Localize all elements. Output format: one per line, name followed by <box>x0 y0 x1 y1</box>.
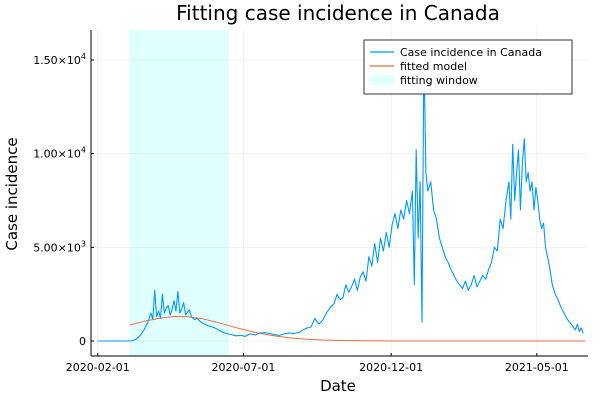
y-tick-label: 1.50×104 <box>33 52 86 67</box>
y-tick-label: 0 <box>79 335 86 348</box>
legend-case-incidence-label: Case incidence in Canada <box>400 46 542 59</box>
y-axis-label: Case incidence <box>3 137 21 250</box>
x-axis-label: Date <box>320 377 356 395</box>
x-tick-label: 2020-02-01 <box>66 361 130 374</box>
x-tick-label: 2020-07-01 <box>212 361 276 374</box>
legend-fitted-model-label: fitted model <box>400 60 467 73</box>
x-tick-label: 2021-05-01 <box>505 361 569 374</box>
series-line-case-incidence <box>97 50 584 342</box>
legend-fitting-window-label: fitting window <box>400 74 478 87</box>
series-line-fitted-model <box>129 316 586 342</box>
y-tick-label: 1.00×104 <box>33 146 86 161</box>
legend-fitting-window-swatch <box>370 75 394 85</box>
y-tick-label: 5.00×103 <box>33 239 86 254</box>
legend-box <box>363 39 573 95</box>
x-tick-label: 2020-12-01 <box>359 361 423 374</box>
chart-title: Fitting case incidence in Canada <box>176 1 500 25</box>
